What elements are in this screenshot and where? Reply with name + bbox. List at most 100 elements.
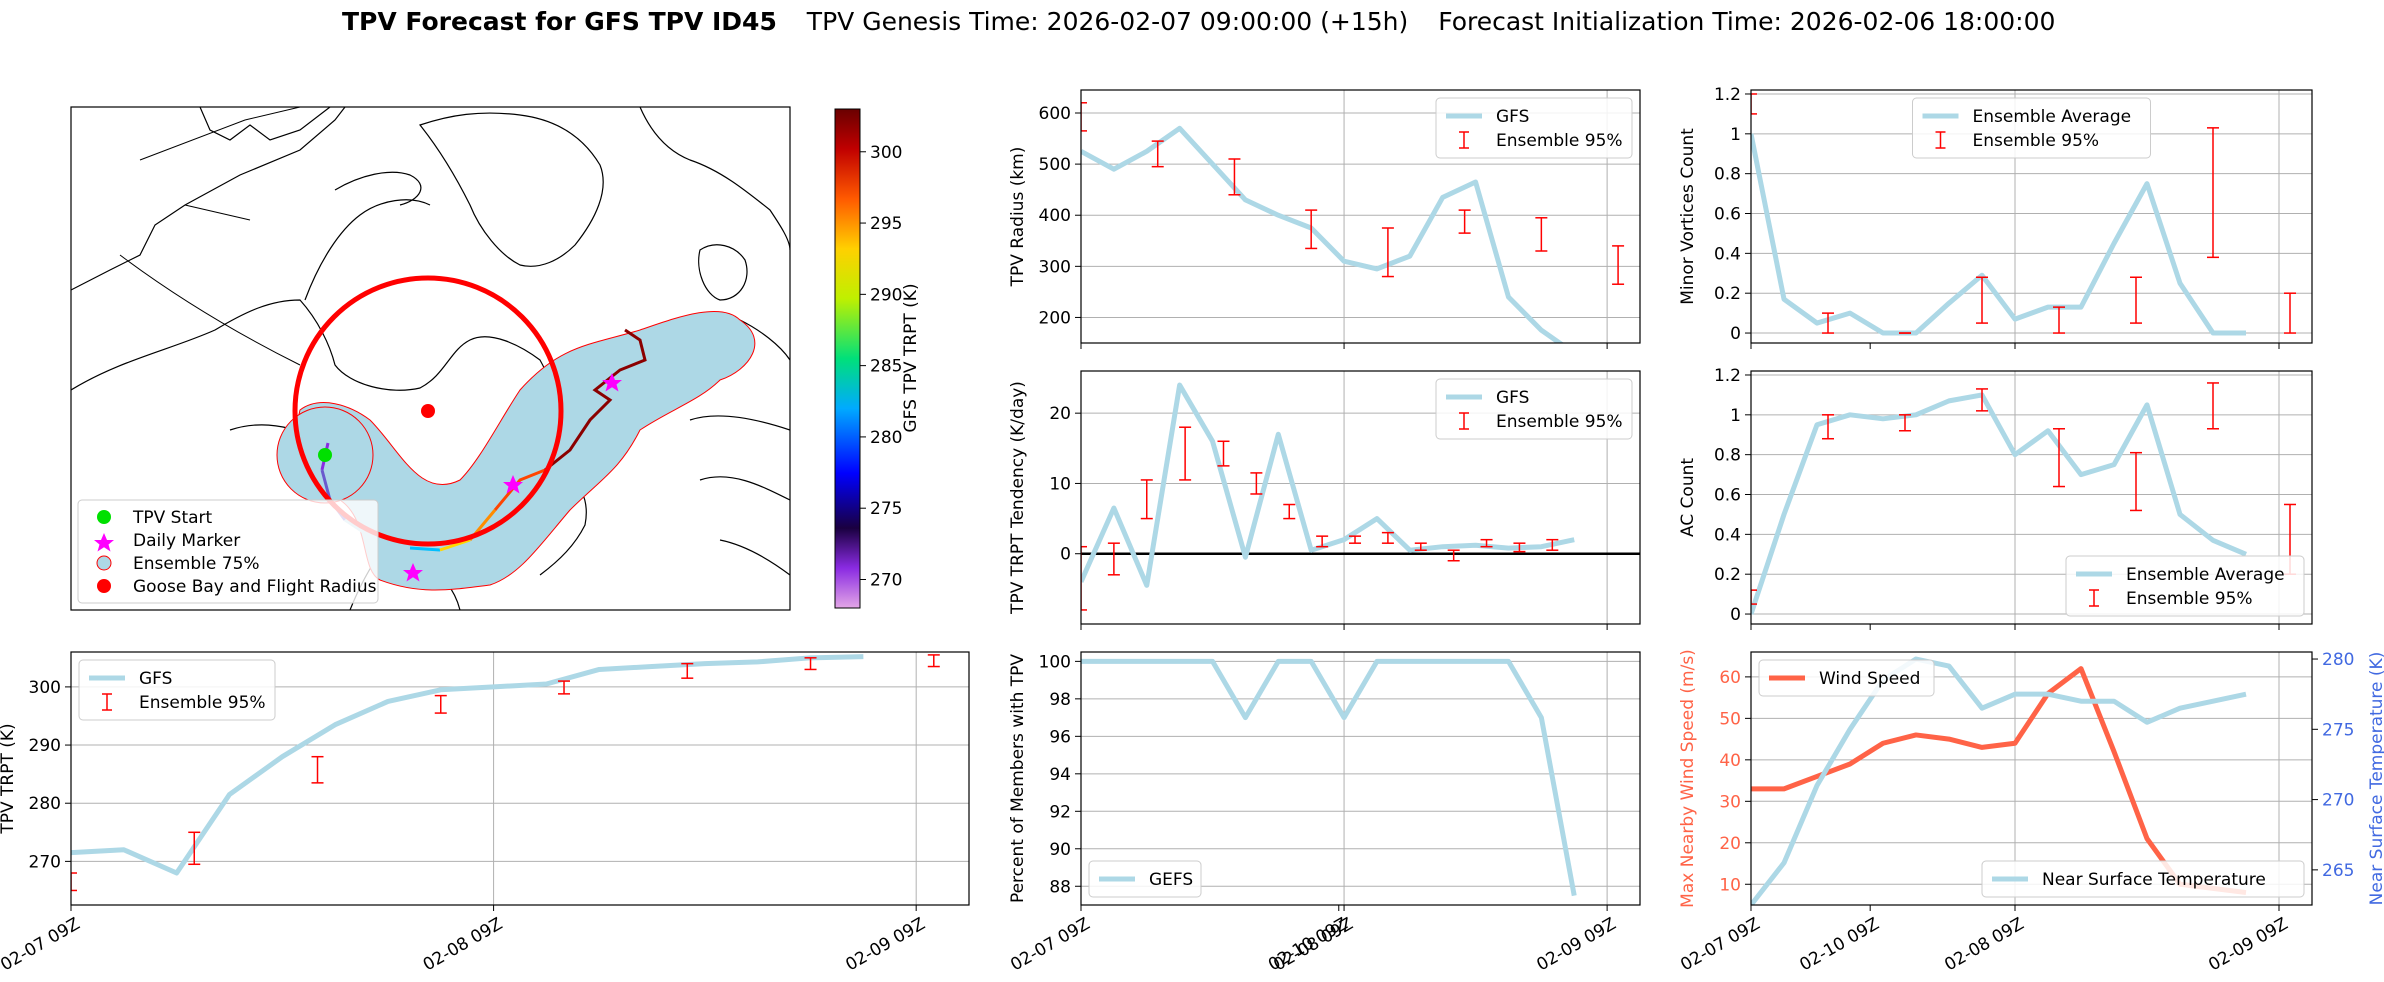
suptitle: TPV Forecast for GFS TPV ID45 TPV Genesi…: [342, 7, 2055, 36]
chart-frame: [1080, 370, 1641, 625]
y-tick-label: 10: [1049, 474, 1071, 494]
legend-box: [1912, 97, 2151, 159]
y-tick-label: 1.2: [1714, 366, 1741, 386]
legend-goose-bay-icon: [97, 579, 111, 593]
y-tick-label: 92: [1049, 802, 1071, 822]
y-axis-label: Max Nearby Wind Speed (m/s): [1678, 649, 1698, 908]
y2-tick-label: 280: [2322, 650, 2354, 670]
y-tick-label: 1: [1730, 125, 1741, 145]
suptitle-bold: TPV Forecast for GFS TPV ID45: [342, 7, 777, 36]
y-tick-label: 60: [1719, 668, 1741, 688]
y2-axis-label: Near Surface Temperature (K): [2367, 652, 2384, 906]
chart-body: [1081, 382, 1640, 611]
x-tick-label: 02-08 09Z: [1941, 914, 2027, 975]
legend-ensemble-75-icon: [96, 555, 112, 571]
daily-marker-star: [503, 475, 523, 494]
legend-label: Wind Speed: [1819, 669, 1920, 689]
y-tick-label: 10: [1719, 875, 1741, 895]
colorbar-tick-label: 300: [870, 143, 902, 163]
y-tick-label: 0.2: [1714, 565, 1741, 585]
colorbar-tick-label: 295: [870, 214, 902, 234]
legend-label: Ensemble 95%: [1496, 131, 1623, 151]
legend-label: Ensemble 95%: [1496, 412, 1623, 432]
chart-wind-temp-panel: 10 20 30 40 50 60 265 270 275 280 Near Surface Tem…: [1677, 649, 2384, 975]
y-tick-label: 98: [1049, 690, 1071, 710]
legend-label: GFS: [1496, 107, 1529, 127]
y-tick-label: 0.6: [1714, 486, 1741, 506]
x-tick-label: 02-09 09Z: [2205, 914, 2291, 975]
x-tick-label: 02-07 09Z: [1677, 914, 1763, 975]
y-tick-label: 0.4: [1714, 525, 1741, 545]
y-axis-label: TPV TRPT Tendency (K/day): [1008, 381, 1028, 615]
temperature-line: [1751, 656, 2247, 905]
legend-daily-marker-icon: [94, 533, 114, 552]
legend-label: GFS: [1496, 388, 1529, 408]
series-line: [71, 654, 864, 876]
x-tick-label: 02-09 09Z: [842, 914, 928, 975]
legend-tpv-start: TPV Start: [132, 508, 213, 528]
chart-frame: [70, 651, 970, 906]
y-tick-label: 300: [29, 678, 61, 698]
legend-label: GFS: [139, 669, 172, 689]
legend-label: Ensemble 95%: [2126, 589, 2253, 609]
chart-body: [71, 654, 940, 892]
legend-daily-marker: Daily Marker: [133, 531, 240, 551]
chart-frame: [1750, 370, 2313, 625]
chart-body: [1081, 102, 1625, 343]
chart-body: [1751, 382, 2296, 615]
y-tick-label: 0: [1730, 605, 1741, 625]
y-axis-label: Minor Vortices Count: [1678, 128, 1698, 305]
colorbar-gradient: [834, 108, 861, 609]
suptitle-init: Forecast Initialization Time: 2026-02-06…: [1438, 7, 2055, 36]
y-tick-label: 400: [1039, 206, 1071, 226]
colorbar: GFS TPV TRPT (K) 270 275 280 285 290 295 300: [834, 108, 921, 609]
chart-frame: [1750, 651, 2313, 906]
colorbar-label: GFS TPV TRPT (K): [901, 283, 921, 432]
legend-box: [2065, 555, 2305, 617]
x-tick-label: 02-07 09Z: [0, 914, 84, 975]
legend-label: GEFS: [1149, 870, 1193, 890]
y-tick-label: 0.6: [1714, 205, 1741, 225]
chart-frame: [1750, 89, 2313, 344]
colorbar-tick-label: 285: [870, 357, 902, 377]
y-tick-label: 300: [1039, 257, 1071, 277]
y-tick-label: 270: [29, 852, 61, 872]
legend-box: [1435, 97, 1633, 159]
legend-box: [1435, 378, 1633, 440]
y-axis-label: AC Count: [1678, 458, 1698, 537]
map-legend-box: [77, 499, 379, 604]
legend-goose-bay: Goose Bay and Flight Radius: [133, 577, 377, 597]
suptitle-genesis: TPV Genesis Time: 2026-02-07 09:00:00 (+…: [806, 7, 1408, 36]
y-tick-label: 500: [1039, 155, 1071, 175]
y-tick-label: 50: [1719, 709, 1741, 729]
tpv-start-marker: [318, 448, 332, 462]
chart-radius-panel: 200 300 400 500 600 GFS Ensemble 95% TPV Radius…: [1008, 89, 1871, 349]
y-tick-label: 200: [1039, 308, 1071, 328]
legend-label: Ensemble Average: [1973, 107, 2132, 127]
y-tick-label: 94: [1049, 765, 1071, 785]
y-tick-label: 280: [29, 794, 61, 814]
legend-box: [1981, 860, 2305, 898]
y-tick-label: 100: [1039, 652, 1071, 672]
y-tick-label: 40: [1719, 751, 1741, 771]
legend-label: Ensemble Average: [2126, 565, 2285, 585]
x-tick-label: 02-07 09Z: [1007, 914, 1093, 975]
legend-label: Ensemble 95%: [139, 693, 266, 713]
daily-marker-star: [403, 563, 423, 582]
series-line: [1751, 133, 2246, 336]
chart-body: [1081, 658, 1577, 897]
chart-percent-panel: 88 90 92 94 96 98 100 GEFS 02-07 09Z 02-08 09Z 02-…: [1007, 651, 1883, 975]
y-tick-label: 0.8: [1714, 446, 1741, 466]
series-line: [1081, 125, 1564, 343]
chart-minor-panel: 0 0.2 0.4 0.6 0.8 1 1.2 Ensemble Average Ensembl…: [1678, 85, 2313, 349]
y2-tick-label: 275: [2322, 720, 2354, 740]
flight-radius-circle: [292, 275, 564, 547]
x-tick-label: 02-09 09Z: [1533, 914, 1619, 975]
chart-frame: [1080, 651, 1641, 906]
goose-bay-marker: [421, 404, 435, 418]
y-tick-label: 290: [29, 736, 61, 756]
y-tick-label: 96: [1049, 727, 1071, 747]
y-tick-label: 1.2: [1714, 85, 1741, 105]
daily-marker-star: [602, 373, 622, 392]
